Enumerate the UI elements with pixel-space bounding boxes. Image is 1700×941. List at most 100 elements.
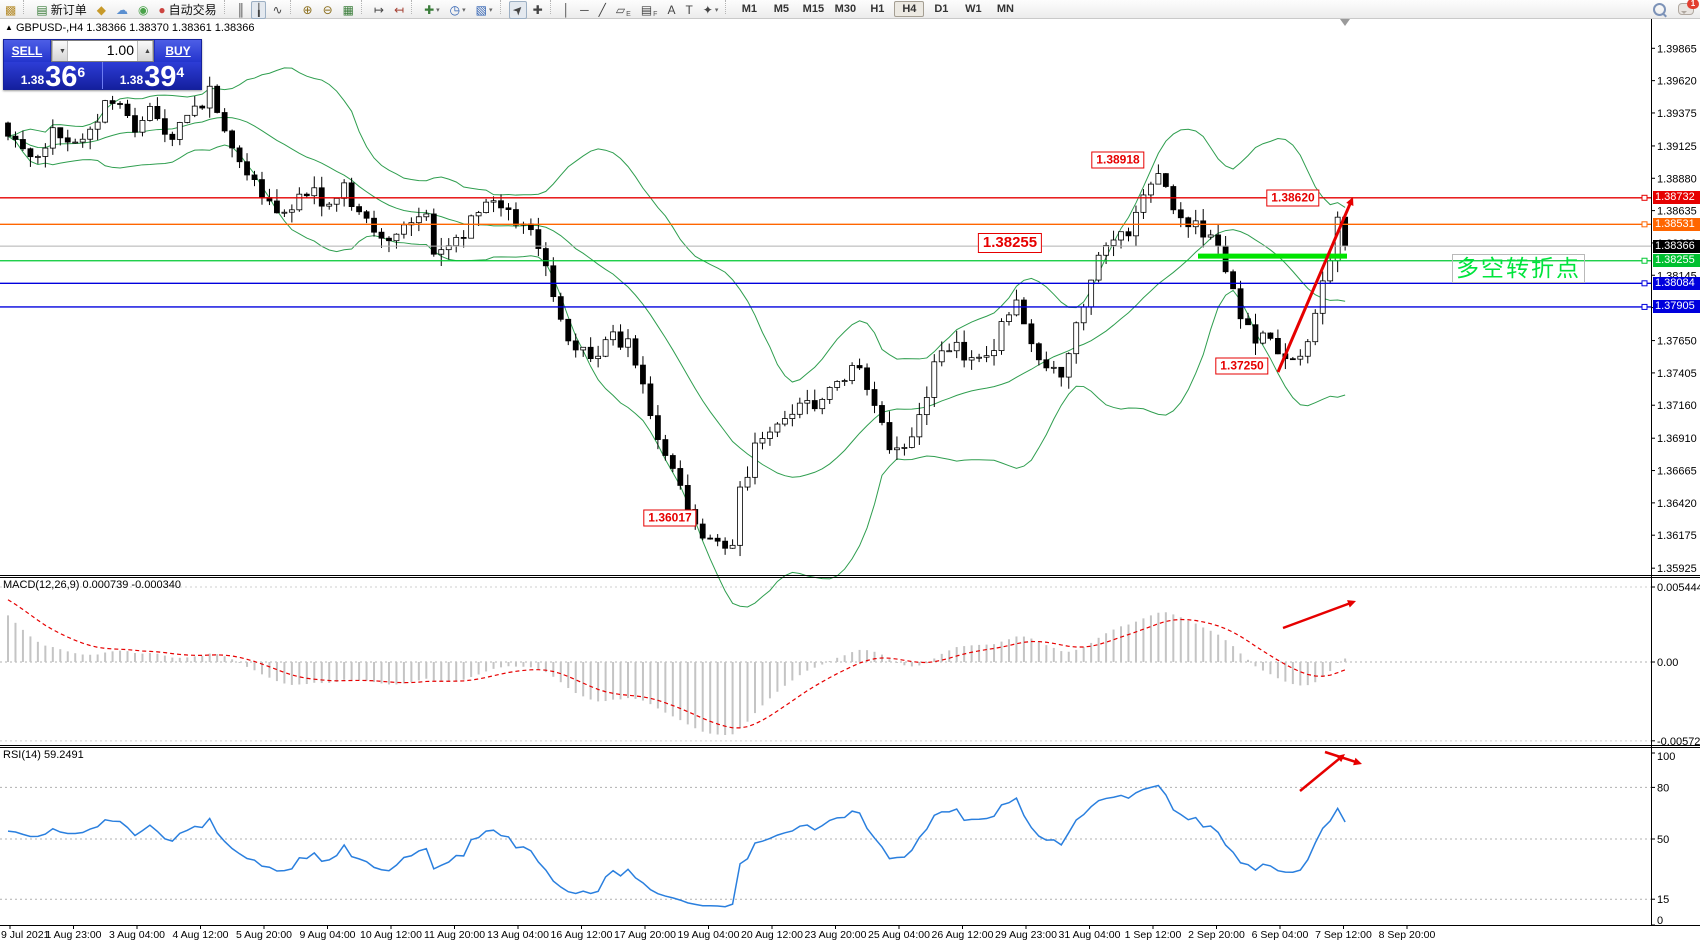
timeframe-mn[interactable]: MN <box>996 3 1014 15</box>
candle-body <box>1148 183 1154 196</box>
line-handle[interactable] <box>1641 280 1648 287</box>
sell-price-display[interactable]: 1.38 36 6 <box>4 62 103 92</box>
macd-histogram-bar <box>1291 662 1294 685</box>
chat-icon[interactable]: 1 <box>1678 0 1699 15</box>
sell-button[interactable]: SELL <box>4 40 50 62</box>
line-chart-button[interactable]: ∿ <box>268 1 286 19</box>
time-axis-label[interactable]: 16 Aug 12:00 <box>551 929 613 941</box>
time-axis-label[interactable]: 11 Aug 20:00 <box>424 929 485 941</box>
time-axis-label[interactable]: 9 Jul 2021 <box>1 929 50 941</box>
price-callout[interactable]: 1.36017 <box>643 509 697 527</box>
macd-histogram-bar <box>694 662 697 729</box>
candle-body <box>326 203 333 207</box>
lot-size-value[interactable]: 1.00 <box>106 42 134 58</box>
horizontal-line-button[interactable]: ─ <box>576 1 593 19</box>
timeframe-m1[interactable]: M1 <box>741 3 758 15</box>
timeframe-h4[interactable]: H4 <box>894 1 925 17</box>
time-axis-label[interactable]: 6 Sep 04:00 <box>1252 929 1309 941</box>
new-order-button[interactable]: ▤ 新订单 <box>32 1 90 19</box>
trend-arrow[interactable] <box>1276 201 1353 373</box>
lot-increase-button[interactable]: ▲ <box>137 41 153 61</box>
fibonacci-button[interactable]: ▤ F <box>637 1 662 19</box>
vertical-line-button[interactable]: │ <box>559 1 575 19</box>
time-axis-label[interactable]: 9 Aug 04:00 <box>299 929 355 941</box>
chart-text-annotation[interactable]: 多空转折点 <box>1452 254 1585 283</box>
time-axis-label[interactable]: 31 Aug 04:00 <box>1059 929 1121 941</box>
templates-button[interactable]: ▧ ▾ <box>472 1 497 19</box>
time-axis-label[interactable]: 8 Sep 20:00 <box>1379 929 1436 941</box>
chart-shift-button[interactable]: ↦ <box>370 1 388 19</box>
arrows-button[interactable]: ✦ ▾ <box>699 1 723 19</box>
time-axis-label[interactable]: 3 Aug 04:00 <box>109 929 165 941</box>
data-window-button[interactable]: ☁ <box>112 1 132 19</box>
cursor-button[interactable]: ➤ <box>508 0 527 19</box>
price-callout[interactable]: 1.38255 <box>977 233 1043 253</box>
trend-arrow-head[interactable] <box>1353 757 1362 766</box>
periods-button[interactable]: ◷ ▾ <box>446 1 470 19</box>
time-axis-label[interactable]: 1 Aug 23:00 <box>45 929 101 941</box>
trend-arrow-head[interactable] <box>1347 600 1356 608</box>
time-axis-label[interactable]: 1 Sep 12:00 <box>1125 929 1182 941</box>
zoom-in-button[interactable]: ⊕ <box>299 1 317 19</box>
autotrading-button[interactable]: ● 自动交易 <box>154 1 220 19</box>
time-axis-label[interactable]: 25 Aug 04:00 <box>868 929 930 941</box>
time-axis-label[interactable]: 5 Aug 20:00 <box>236 929 292 941</box>
chart-window-button[interactable]: ▩ <box>1 1 20 19</box>
price-callout[interactable]: 1.37250 <box>1215 357 1269 375</box>
lot-decrease-button[interactable]: ▼ <box>52 41 68 61</box>
zoom-out-button[interactable]: ⊖ <box>319 1 337 19</box>
line-handle[interactable] <box>1641 257 1648 264</box>
signals-button[interactable]: ◉ <box>134 1 152 19</box>
timeframe-h1[interactable]: H1 <box>870 3 885 15</box>
text-button[interactable]: A <box>663 1 679 19</box>
chevron-down-icon[interactable]: ▾ <box>436 6 440 14</box>
timeframe-w1[interactable]: W1 <box>965 3 982 15</box>
search-icon[interactable] <box>1653 2 1666 16</box>
channel-button[interactable]: ▱ E <box>612 1 635 19</box>
text-label-button[interactable]: T <box>681 1 696 19</box>
time-axis-label[interactable]: 10 Aug 12:00 <box>360 929 422 941</box>
trend-arrow[interactable] <box>1282 601 1352 630</box>
timeframe-m30[interactable]: M30 <box>834 3 857 15</box>
line-handle[interactable] <box>1641 194 1648 201</box>
market-watch-button[interactable]: ◆ <box>93 1 110 19</box>
crosshair-button[interactable]: ✚ <box>529 1 547 19</box>
timeframe-d1[interactable]: D1 <box>934 3 949 15</box>
candlestick-chart-button[interactable]: ╽ <box>251 0 267 19</box>
bar-chart-button[interactable]: ║ <box>233 1 250 19</box>
macd-histogram-bar <box>1127 624 1130 662</box>
support-zone-segment[interactable] <box>1198 253 1347 259</box>
trend-arrow[interactable] <box>1299 756 1342 792</box>
chevron-down-icon[interactable]: ▾ <box>714 6 719 14</box>
chart-shift-marker[interactable] <box>1340 19 1350 26</box>
timeframe-m15[interactable]: M15 <box>802 3 825 15</box>
time-axis-label[interactable]: 26 Aug 12:00 <box>932 929 994 941</box>
trendline-button[interactable]: ╱ <box>595 1 610 19</box>
chevron-down-icon[interactable]: ▾ <box>489 6 493 14</box>
time-axis-label[interactable]: 19 Aug 04:00 <box>678 929 740 941</box>
macd-histogram-bar <box>1187 620 1190 662</box>
timeframe-m5[interactable]: M5 <box>773 3 790 15</box>
trend-arrow-head[interactable] <box>1346 197 1354 206</box>
buy-price-display[interactable]: 1.38 39 4 <box>103 62 201 92</box>
macd-histogram-bar <box>492 662 495 669</box>
price-callout[interactable]: 1.38620 <box>1266 189 1320 207</box>
line-handle[interactable] <box>1641 303 1648 310</box>
trend-arrow[interactable] <box>1324 750 1358 764</box>
time-axis-label[interactable]: 29 Aug 23:00 <box>995 929 1057 941</box>
price-callout[interactable]: 1.38918 <box>1091 151 1145 169</box>
time-axis-label[interactable]: 23 Aug 20:00 <box>805 929 867 941</box>
chevron-down-icon[interactable]: ▾ <box>462 6 466 14</box>
time-axis-label[interactable]: 2 Sep 20:00 <box>1188 929 1245 941</box>
time-axis-label[interactable]: 7 Sep 12:00 <box>1315 929 1372 941</box>
time-axis-label[interactable]: 13 Aug 04:00 <box>487 929 549 941</box>
indicators-button[interactable]: ✚ ▾ <box>420 1 444 19</box>
time-axis-label[interactable]: 20 Aug 12:00 <box>741 929 803 941</box>
time-axis-label[interactable]: 17 Aug 20:00 <box>614 929 676 941</box>
auto-scroll-button[interactable]: ↤ <box>390 1 408 19</box>
tile-windows-button[interactable]: ▦ <box>339 1 358 19</box>
time-axis-label[interactable]: 4 Aug 12:00 <box>172 929 228 941</box>
line-handle[interactable] <box>1641 221 1648 228</box>
buy-button[interactable]: BUY <box>155 40 201 62</box>
